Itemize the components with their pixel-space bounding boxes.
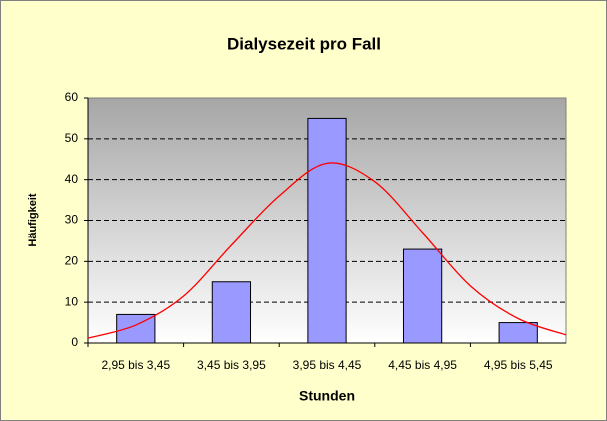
bar (402, 248, 443, 344)
y-tick-label: 50 (65, 131, 79, 145)
curve (87, 162, 567, 339)
y-tick-label: 60 (65, 90, 79, 104)
bar (307, 117, 347, 344)
y-tick-label: 20 (65, 254, 79, 268)
bar (498, 322, 538, 344)
chart-title: Dialysezeit pro Fall (227, 34, 381, 53)
y-tick-label: 30 (65, 213, 79, 227)
y-tick-label: 0 (71, 335, 78, 349)
y-tick-label: 10 (65, 294, 79, 308)
x-tick-label: 2,95 bis 3,45 (101, 358, 170, 372)
x-tick-label: 3,45 bis 3,95 (197, 358, 266, 372)
x-tick-label: 3,95 bis 4,45 (293, 358, 362, 372)
y-axis-label: Häufigkeit (27, 193, 39, 247)
x-tick-label: 4,45 bis 4,95 (388, 358, 457, 372)
x-tick-label: 4,95 bis 5,45 (484, 358, 553, 372)
bar (211, 281, 252, 344)
y-tick-label: 40 (65, 172, 79, 186)
x-axis-label: Stunden (299, 388, 355, 404)
